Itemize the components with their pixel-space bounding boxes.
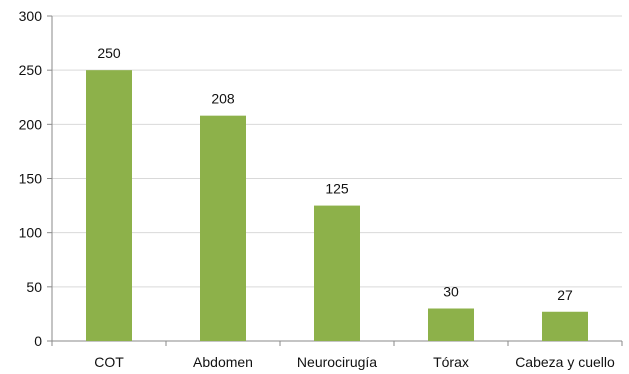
category-label-2: Neurocirugía <box>297 354 377 370</box>
y-tick-label: 300 <box>19 8 43 24</box>
data-label-1: 208 <box>211 91 235 107</box>
data-label-3: 30 <box>443 284 459 300</box>
bar-2 <box>314 205 360 341</box>
category-label-3: Tórax <box>433 354 469 370</box>
bar-4 <box>542 311 588 341</box>
y-tick-label: 250 <box>19 62 43 78</box>
data-label-2: 125 <box>325 181 349 197</box>
y-tick-label: 200 <box>19 116 43 132</box>
category-label-1: Abdomen <box>193 354 253 370</box>
gridlines <box>52 15 622 288</box>
y-tick-label: 100 <box>19 225 43 241</box>
category-label-0: COT <box>94 354 124 370</box>
y-tick-label: 0 <box>34 333 42 349</box>
bar-0 <box>86 70 132 342</box>
y-tick-label: 50 <box>26 279 42 295</box>
bar-3 <box>428 308 474 341</box>
bars <box>86 70 588 342</box>
category-label-4: Cabeza y cuello <box>515 354 615 370</box>
data-label-4: 27 <box>557 287 573 303</box>
data-label-0: 250 <box>97 45 121 61</box>
bar-1 <box>200 115 246 342</box>
y-tick-label: 150 <box>19 171 43 187</box>
labels: 0 50 100 150 200 250 300 250 COT 208 Abdomen 125 Neu… <box>19 8 615 370</box>
